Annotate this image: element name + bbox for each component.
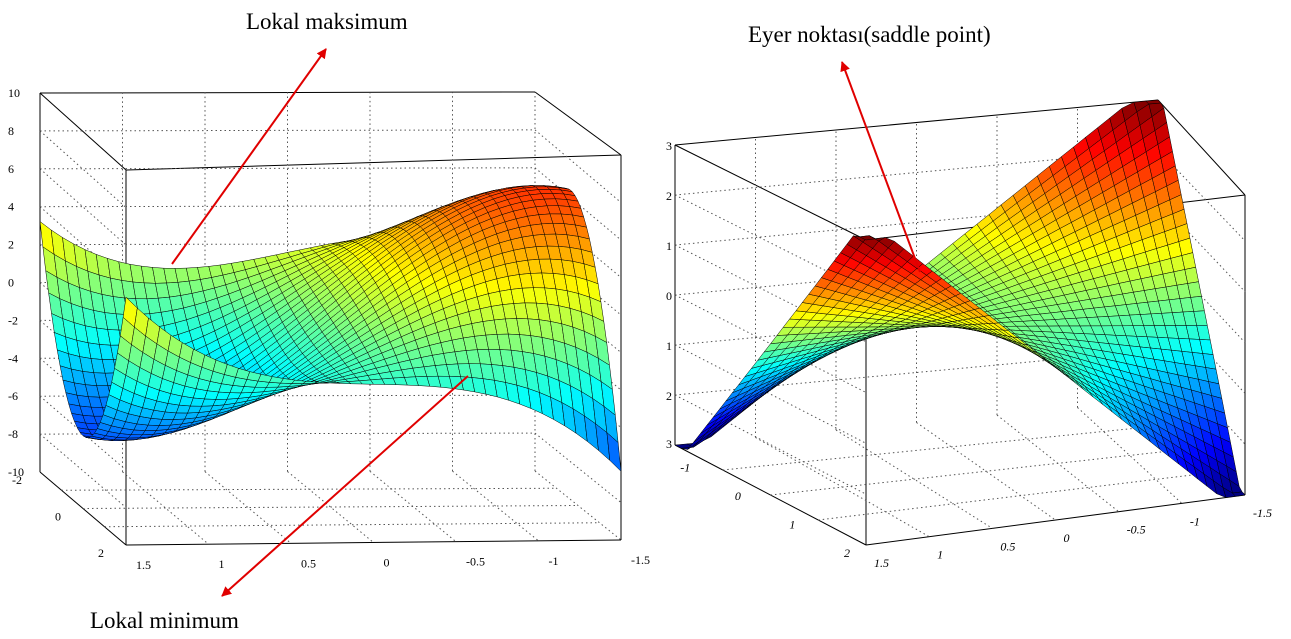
left-surface-mesh <box>39 185 622 472</box>
z-tick-label: -6 <box>8 389 18 403</box>
surface-patch <box>606 431 622 472</box>
surface-patch <box>1231 491 1246 497</box>
z-tick-label: 0 <box>8 276 14 290</box>
z-tick-label: -10 <box>8 465 24 479</box>
svg-text:1: 1 <box>666 339 672 353</box>
lokal-maksimum-label: Lokal maksimum <box>246 9 408 34</box>
left-y-tick-labels: -2 0 2 <box>12 473 104 560</box>
y-tick-label: 2 <box>844 546 850 560</box>
left-box-top-right-edge <box>534 91 622 156</box>
z-tick-label: 4 <box>8 200 14 214</box>
z-tick-label: -8 <box>8 427 18 441</box>
x-tick-label: -0.5 <box>466 555 485 569</box>
y-tick-label: -2 <box>12 473 22 487</box>
left-box-x-axis <box>125 539 622 546</box>
svg-text:3: 3 <box>666 139 672 153</box>
y-tick-label: 2 <box>98 546 104 560</box>
left-box-top-left-edge <box>39 92 127 171</box>
saddle-point-label: Eyer noktası(saddle point) <box>748 22 991 47</box>
x-tick-label: 1 <box>219 557 225 571</box>
svg-text:0: 0 <box>666 289 672 303</box>
x-tick-label: 0 <box>384 556 390 570</box>
left-box-front-top-edge <box>125 154 622 171</box>
x-tick-label: 0 <box>1064 531 1070 545</box>
right-box-top-right-edge <box>1157 99 1246 196</box>
lokal-minimum-arrow <box>221 375 469 597</box>
left-z-tick-labels: 10 8 6 4 2 0 -2 -4 -6 -8 -10 <box>8 86 24 479</box>
x-tick-label: 1.5 <box>136 558 151 572</box>
right-x-tick-labels: 1.5 1 0.5 0 -0.5 -1 -1.5 <box>874 506 1272 570</box>
z-tick-label: 8 <box>8 124 14 138</box>
right-y-tick-labels: -1 0 1 2 <box>680 460 850 560</box>
z-tick-label: 10 <box>8 86 20 100</box>
z-tick-label: 2 <box>8 238 14 252</box>
saddle-point-arrow <box>840 61 921 273</box>
x-tick-label: -1.5 <box>631 553 650 567</box>
x-tick-label: 0.5 <box>1000 539 1015 553</box>
lokal-maksimum-arrow <box>171 48 327 265</box>
svg-text:1: 1 <box>666 239 672 253</box>
surface-patch <box>687 433 707 450</box>
svg-text:2: 2 <box>666 389 672 403</box>
svg-text:2: 2 <box>666 189 672 203</box>
right-surface-mesh <box>674 99 1246 498</box>
right-box-x-axis <box>865 494 1246 546</box>
right-surface-plot: 1.5 1 0.5 0 -0.5 -1 -1.5 -1 0 1 2 3 2 1 0 1 2 3 <box>666 99 1272 570</box>
y-tick-label: 0 <box>735 489 741 503</box>
right-box-back-top-edge <box>674 99 1159 146</box>
right-z-tick-stubs: 3 2 1 0 1 2 3 <box>666 139 672 451</box>
z-tick-label: -2 <box>8 313 18 327</box>
x-tick-label: -1 <box>549 554 559 568</box>
y-tick-label: 1 <box>789 517 795 531</box>
z-tick-label: -4 <box>8 351 18 365</box>
svg-text:3: 3 <box>666 437 672 451</box>
lokal-minimum-label: Lokal minimum <box>90 608 239 633</box>
left-surface-plot: 10 8 6 4 2 0 -2 -4 -6 -8 -10 1.5 1 0.5 0 -0.5 -1 -1.5 -2… <box>8 86 650 572</box>
z-tick-label: 6 <box>8 162 14 176</box>
x-tick-label: 0.5 <box>301 556 316 570</box>
y-tick-label: 0 <box>55 510 61 524</box>
left-x-tick-labels: 1.5 1 0.5 0 -0.5 -1 -1.5 <box>136 553 650 572</box>
x-tick-label: -1 <box>1190 514 1200 528</box>
right-box-top-left-edge <box>674 144 867 241</box>
y-tick-label: -1 <box>680 460 690 474</box>
x-tick-label: -1.5 <box>1253 506 1272 520</box>
x-tick-label: -0.5 <box>1127 523 1146 537</box>
x-tick-label: 1.5 <box>874 556 889 570</box>
x-tick-label: 1 <box>937 548 943 562</box>
